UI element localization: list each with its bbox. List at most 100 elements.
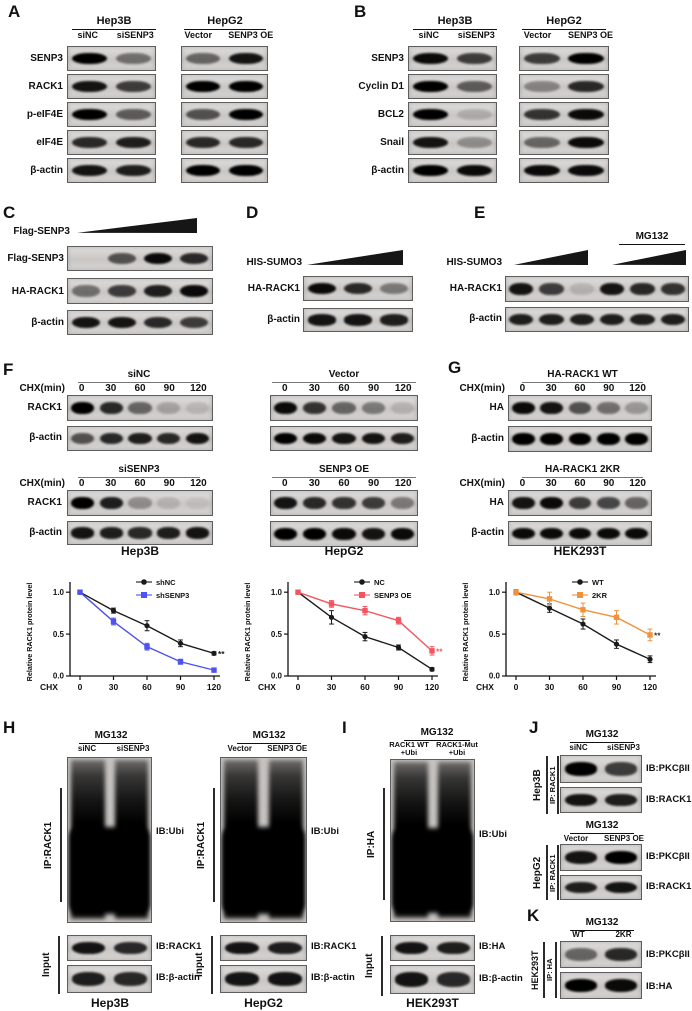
blot-lane [126, 522, 155, 544]
svg-text:0.0: 0.0 [53, 672, 65, 681]
blot-lane [359, 491, 388, 515]
protein-band [630, 313, 655, 326]
group-title: HepG2 [522, 15, 606, 30]
protein-band [186, 80, 221, 93]
protein-band [157, 401, 181, 415]
svg-text:0.5: 0.5 [271, 630, 283, 639]
gradient-label: Flag-SENP3 [13, 226, 70, 237]
treatment-label: MG132 [79, 730, 143, 744]
protein-band [630, 282, 655, 296]
row-label: β-actin [471, 433, 504, 444]
svg-text:CHX: CHX [476, 682, 494, 692]
blot-box [505, 276, 689, 302]
svg-text:90: 90 [394, 682, 404, 692]
protein-band [228, 52, 263, 65]
svg-text:90: 90 [176, 682, 186, 692]
protein-band [115, 108, 151, 121]
blot-lane [566, 491, 594, 515]
blot-box [508, 395, 652, 421]
protein-band [70, 527, 94, 539]
protein-band [413, 108, 449, 121]
blot-lane [340, 309, 376, 331]
input-label: Input [41, 952, 52, 978]
ib-label: IB:HA [646, 981, 673, 992]
blot-box [67, 935, 152, 961]
protein-band [605, 793, 637, 807]
blot-box [67, 521, 213, 545]
blot-box [270, 395, 418, 421]
svg-text:120: 120 [643, 682, 657, 692]
ip-label: IP: HA [545, 958, 554, 982]
blot-lane [594, 491, 622, 515]
blot-lane [225, 159, 268, 182]
blot-box [67, 74, 156, 99]
blot-box [67, 426, 213, 451]
protein-band [115, 164, 151, 177]
protein-band [186, 108, 221, 121]
cell-line-label: Hep3B [90, 996, 129, 1010]
blot-lane [183, 396, 212, 420]
protein-band [72, 941, 106, 955]
lane-label: SENP3 OE [567, 30, 614, 40]
protein-band [332, 432, 356, 445]
svg-text:120: 120 [425, 682, 439, 692]
blot-lane [68, 936, 110, 960]
blot-box [519, 130, 609, 155]
blot-lane [409, 159, 453, 182]
protein-band [511, 527, 535, 540]
ip-label: IP: RACK1 [548, 854, 557, 892]
ib-label: IB:β-actin [479, 973, 523, 984]
blot-lane [509, 427, 537, 451]
blot-box [519, 102, 609, 127]
protein-band [660, 313, 685, 326]
blot-lane [329, 491, 358, 515]
blot-lane [453, 103, 497, 126]
protein-band [605, 881, 637, 894]
blot-box [67, 46, 156, 71]
svg-text:SENP3 OE: SENP3 OE [374, 591, 412, 600]
timepoints: 0 30 60 90 120 [282, 478, 412, 489]
blot-lane [182, 103, 225, 126]
protein-band [267, 972, 302, 986]
blot-box [519, 46, 609, 71]
dose-gradient-triangle [612, 250, 686, 265]
protein-band [228, 108, 263, 121]
blot-box [519, 74, 609, 99]
blot-lane [104, 311, 140, 334]
protein-band [186, 432, 210, 445]
blot-lane [601, 788, 641, 812]
protein-band [99, 401, 123, 415]
blot-lane [154, 522, 183, 544]
ib-label: IB:β-actin [311, 972, 355, 983]
blot-lane [536, 308, 566, 331]
blot-lane [561, 876, 601, 899]
protein-band [379, 282, 409, 295]
blot-lane [391, 936, 433, 960]
blot-lane [409, 75, 453, 98]
blot-lane [388, 522, 417, 546]
condition-title: siSENP3 [78, 464, 200, 478]
blot-lane [340, 277, 376, 300]
panel-letter: I [342, 718, 347, 737]
blot-lane [597, 308, 627, 331]
lane-labels: Vector SENP3 OE [227, 744, 308, 753]
blot-lane [506, 308, 536, 331]
svg-text:0: 0 [78, 682, 83, 692]
blot-lane [104, 247, 140, 270]
blot-box [560, 844, 642, 871]
row-label: SENP3 [371, 53, 404, 64]
protein-band [186, 136, 221, 149]
blot-lane [601, 942, 641, 967]
group-title: Hep3B [72, 15, 156, 30]
cell-line-label: HEK293T [530, 950, 540, 990]
protein-band [395, 941, 429, 955]
blot-lane [126, 427, 155, 450]
row-label: Snail [380, 137, 404, 148]
row-label: β-actin [31, 317, 64, 328]
protein-band [72, 108, 108, 121]
blot-lane [520, 131, 564, 154]
ip-label: IP:RACK1 [196, 821, 207, 869]
condition-title: Vector [272, 369, 416, 383]
blot-lane [140, 247, 176, 270]
